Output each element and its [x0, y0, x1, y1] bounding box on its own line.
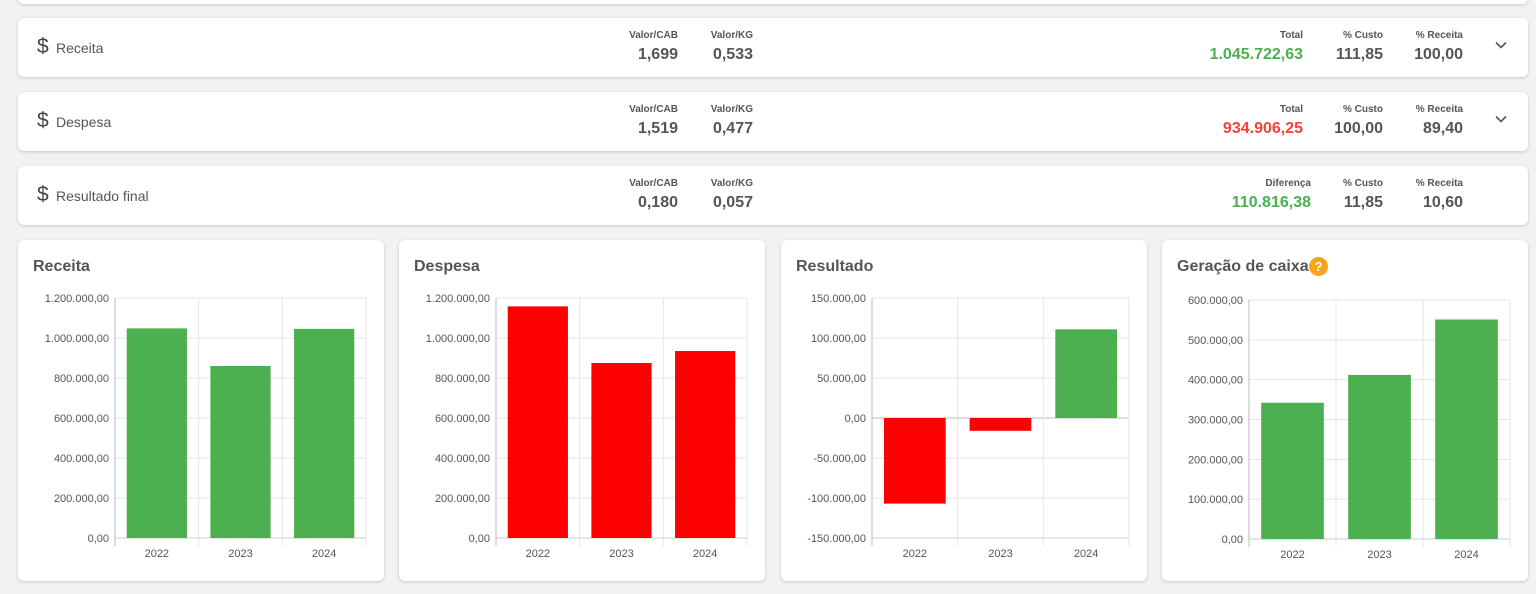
y-tick-label: -50.000,00 [813, 453, 866, 465]
percent-receita: % Receita 89,40 [1415, 104, 1463, 137]
y-tick-label: 1.200.000,00 [426, 293, 490, 305]
valor-kg: Valor/KG 0,533 [710, 30, 753, 63]
x-tick-label: 2024 [1074, 548, 1098, 560]
x-tick-label: 2022 [903, 548, 927, 560]
bar-2022[interactable] [507, 306, 568, 538]
y-tick-label: 50.000,00 [817, 373, 866, 385]
x-tick-label: 2023 [228, 548, 252, 560]
bar-chart-resultado: -150.000,00 -100.000,00 -50.000,00 0,00 50.0… [807, 293, 1130, 560]
bar-2024[interactable] [1055, 329, 1118, 418]
dollar-icon: $ [37, 35, 49, 58]
bar-chart-despesa: 0,00 200.000,00 400.000,00 600.000,00 800.00… [426, 293, 748, 560]
y-tick-label: 100.000,00 [1188, 494, 1243, 506]
y-tick-label: 800.000,00 [54, 373, 109, 385]
percent-custo: % Custo 111,85 [1335, 30, 1383, 63]
bar-2023[interactable] [1348, 374, 1411, 539]
summary-row-despesa[interactable]: $ Despesa Valor/CAB 1,519 Valor/KG 0,477… [18, 92, 1528, 151]
y-tick-label: 200.000,00 [1188, 454, 1243, 466]
y-tick-label: 600.000,00 [435, 413, 490, 425]
y-tick-label: 400.000,00 [1188, 375, 1243, 387]
y-tick-label: 200.000,00 [435, 493, 490, 505]
chart-card-geracao-de-caixa: Geração de caixa ? 0,00 100.000,00 200.000… [1162, 240, 1528, 581]
bar-2024[interactable] [675, 351, 736, 538]
summary-row-resultado-final: $ Resultado final Valor/CAB 0,180 Valor/… [18, 166, 1528, 225]
chart-title: Receita [33, 258, 90, 275]
valor-kg: Valor/KG 0,057 [710, 178, 753, 211]
valor-kg: Valor/KG 0,477 [710, 104, 753, 137]
y-tick-label: 1.000.000,00 [426, 333, 490, 345]
x-tick-label: 2022 [145, 548, 169, 560]
row-label: Receita [56, 40, 104, 56]
total: Total 1.045.722,63 [1209, 30, 1303, 63]
summary-row-receita[interactable]: $ Receita Valor/CAB 1,699 Valor/KG 0,533… [18, 18, 1528, 77]
y-tick-label: 800.000,00 [435, 373, 490, 385]
x-tick-label: 2024 [312, 548, 336, 560]
diferenca: Diferença 110.816,38 [1231, 178, 1311, 211]
y-tick-label: 400.000,00 [54, 453, 109, 465]
chart-title: Resultado [796, 258, 874, 275]
chart-card-resultado: Resultado -150.000,00 -100.000,00 -50.000,… [781, 240, 1147, 581]
x-tick-label: 2022 [1280, 549, 1304, 561]
bar-2023[interactable] [210, 366, 271, 538]
bar-2024[interactable] [1435, 319, 1498, 539]
percent-receita: % Receita 10,60 [1415, 178, 1463, 211]
x-tick-label: 2024 [693, 548, 717, 560]
x-tick-label: 2024 [1454, 549, 1478, 561]
percent-custo: % Custo 11,85 [1343, 178, 1383, 211]
y-tick-label: 500.000,00 [1188, 335, 1243, 347]
y-tick-label: 150.000,00 [811, 293, 866, 305]
y-tick-label: 0,00 [845, 413, 866, 425]
chevron-down-icon[interactable] [1494, 112, 1508, 126]
help-icon[interactable]: ? [1309, 257, 1328, 276]
previous-card-edge [18, 0, 1528, 4]
valor-cab: Valor/CAB 1,699 [629, 30, 678, 63]
chevron-down-icon[interactable] [1494, 38, 1508, 52]
bar-chart-receita: 0,00 200.000,00 400.000,00 600.000,00 800.00… [45, 293, 367, 560]
chart-title: Despesa [414, 258, 480, 275]
chart-title: Geração de caixa [1177, 258, 1309, 275]
y-tick-label: 0,00 [88, 533, 109, 545]
x-tick-label: 2022 [526, 548, 550, 560]
bar-2022[interactable] [1261, 402, 1324, 539]
y-tick-label: 1.000.000,00 [45, 333, 109, 345]
y-tick-label: 400.000,00 [435, 453, 490, 465]
dollar-icon: $ [37, 109, 49, 132]
x-tick-label: 2023 [988, 548, 1012, 560]
x-tick-label: 2023 [609, 548, 633, 560]
y-tick-label: 200.000,00 [54, 493, 109, 505]
total: Total 934.906,25 [1222, 104, 1303, 137]
y-tick-label: -150.000,00 [807, 533, 866, 545]
bar-2023[interactable] [591, 363, 652, 538]
dollar-icon: $ [37, 183, 49, 206]
bar-chart-geracao-de-caixa: 0,00 100.000,00 200.000,00 300.000,00 400.00… [1188, 295, 1511, 561]
row-label: Resultado final [56, 188, 149, 204]
row-label: Despesa [56, 114, 112, 130]
valor-cab: Valor/CAB 0,180 [629, 178, 678, 211]
y-tick-label: 0,00 [469, 533, 490, 545]
y-tick-label: 600.000,00 [1188, 295, 1243, 307]
bar-2023[interactable] [969, 418, 1032, 431]
percent-custo: % Custo 100,00 [1334, 104, 1383, 137]
y-tick-label: 600.000,00 [54, 413, 109, 425]
chart-card-receita: Receita 0,00 200.000,00 400.000,00 600.000,… [18, 240, 384, 581]
percent-receita: % Receita 100,00 [1414, 30, 1463, 63]
valor-cab: Valor/CAB 1,519 [629, 104, 678, 137]
bar-2022[interactable] [126, 328, 187, 538]
y-tick-label: 300.000,00 [1188, 415, 1243, 427]
y-tick-label: -100.000,00 [807, 493, 866, 505]
y-tick-label: 0,00 [1222, 534, 1243, 546]
y-tick-label: 1.200.000,00 [45, 293, 109, 305]
y-tick-label: 100.000,00 [811, 333, 866, 345]
chart-card-despesa: Despesa 0,00 200.000,00 400.000,00 600.000,… [399, 240, 765, 581]
bar-2024[interactable] [294, 328, 355, 538]
bar-2022[interactable] [883, 418, 946, 504]
x-tick-label: 2023 [1367, 549, 1391, 561]
